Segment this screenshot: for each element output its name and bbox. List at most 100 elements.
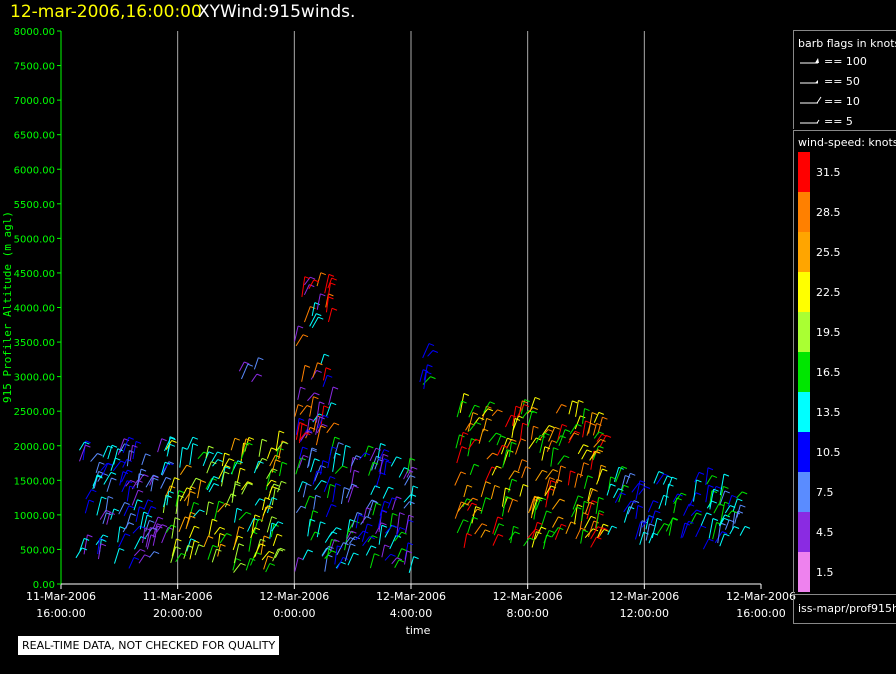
wind-barb-flag: [422, 369, 429, 373]
wind-barb: [139, 512, 145, 530]
wind-barb: [501, 487, 506, 507]
wind-speed-swatch: [798, 552, 810, 592]
wind-barb: [469, 464, 475, 476]
wind-barb: [328, 527, 337, 538]
wind-barb-flag: [263, 535, 270, 539]
wind-speed-label: 19.5: [816, 326, 841, 339]
wind-barb-flag: [338, 442, 344, 445]
wind-barb-flag: [491, 466, 498, 470]
wind-barb: [530, 496, 536, 519]
wind-barb: [662, 475, 668, 485]
wind-barb: [486, 452, 493, 460]
wind-barb: [372, 503, 377, 516]
wind-barb-flag: [98, 471, 104, 474]
wind-barb: [165, 524, 172, 533]
barb-flag-icon: [800, 119, 820, 124]
wind-barb: [179, 464, 188, 476]
wind-barb: [405, 515, 410, 534]
wind-barb: [521, 466, 527, 479]
wind-barb-flag: [169, 436, 176, 440]
wind-barb-flag: [597, 449, 603, 453]
wind-barb-flag: [238, 543, 245, 547]
wind-barb: [232, 558, 237, 571]
wind-barb: [407, 458, 411, 474]
wind-barb: [574, 415, 581, 430]
wind-barb-flag: [323, 353, 330, 357]
wind-barb-flag: [278, 430, 285, 434]
wind-barb-flag: [671, 476, 678, 480]
wind-barb-flag: [144, 527, 151, 531]
wind-barb-flag: [475, 421, 482, 425]
wind-barb-flag: [729, 505, 736, 508]
wind-barb: [241, 481, 248, 491]
wind-barb-flag: [316, 369, 322, 373]
wind-barb-flag: [337, 545, 343, 549]
wind-barb-flag: [546, 510, 552, 514]
wind-barb: [422, 343, 430, 359]
wind-barb: [362, 507, 368, 524]
wind-barb-flag: [254, 527, 261, 531]
wind-barb: [456, 519, 464, 534]
wind-barb-flag: [432, 350, 439, 353]
wind-barb-flag: [146, 514, 153, 518]
wind-barb-flag: [150, 506, 157, 509]
wind-barb-flag: [471, 502, 477, 506]
wind-barb-flag: [282, 441, 289, 445]
wind-barb: [574, 473, 579, 488]
wind-barb-flag: [396, 456, 402, 460]
wind-barb-flag: [91, 489, 97, 493]
wind-barb-flag: [463, 519, 469, 523]
wind-barb: [90, 453, 98, 462]
wind-barb: [427, 350, 434, 357]
wind-barb-flag: [380, 443, 386, 446]
wind-barb-flag: [353, 485, 359, 489]
wind-barb-flag: [383, 449, 390, 453]
wind-barb-flag: [548, 425, 555, 428]
y-tick-label: 500.00: [20, 545, 55, 556]
wind-barb-flag: [153, 474, 159, 478]
wind-barb: [552, 479, 558, 496]
wind-barb: [305, 427, 311, 439]
wind-barb: [143, 499, 149, 511]
wind-barb: [156, 524, 163, 533]
wind-barb-flag: [153, 551, 160, 555]
wind-barb-flag: [546, 534, 552, 538]
wind-barb-flag: [225, 465, 231, 468]
wind-barb: [469, 422, 477, 432]
wind-barb: [171, 517, 176, 539]
wind-barb: [149, 475, 155, 486]
wind-barb: [102, 445, 109, 458]
y-tick-label: 5500.00: [14, 200, 55, 211]
wind-barb-flag: [649, 523, 655, 527]
wind-barb-flag: [275, 454, 281, 458]
x-axis-label: time: [406, 624, 431, 637]
wind-barb: [535, 470, 543, 482]
wind-barb: [377, 509, 383, 528]
wind-barb-flag: [663, 473, 669, 477]
wind-barb: [568, 400, 573, 415]
wind-barb-flag: [168, 461, 174, 465]
wind-barb: [471, 506, 477, 524]
wind-barb-flag: [582, 529, 589, 533]
wind-barb-flag: [412, 466, 418, 470]
wind-barb-flag: [610, 483, 616, 487]
wind-barb: [307, 449, 313, 468]
wind-barb-flag: [561, 523, 567, 527]
wind-barb: [297, 387, 301, 400]
wind-barb-flag: [515, 405, 522, 409]
wind-barb-flag: [369, 536, 375, 540]
wind-barb: [126, 485, 131, 502]
wind-barb: [548, 426, 556, 442]
wind-barb-flag: [514, 470, 520, 474]
wind-barb: [463, 533, 468, 548]
wind-barb-flag: [505, 495, 512, 499]
wind-barb-flag: [695, 492, 702, 496]
wind-speed-swatch: [798, 392, 810, 432]
wind-barb: [545, 469, 554, 480]
wind-barb-flag: [88, 499, 95, 503]
wind-barb: [266, 479, 272, 487]
wind-barb-flag: [531, 410, 538, 414]
barb-flag-icon: [800, 58, 819, 64]
wind-barb-flag: [113, 508, 120, 512]
wind-barb: [145, 520, 150, 532]
